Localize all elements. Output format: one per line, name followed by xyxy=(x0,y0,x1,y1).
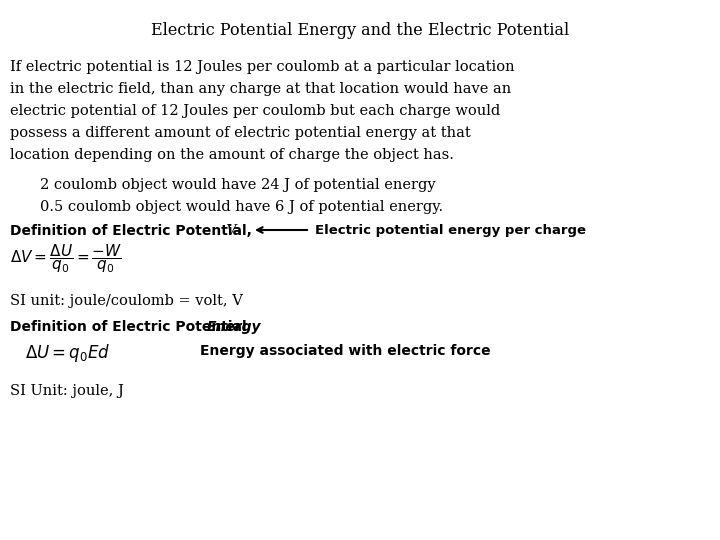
Text: Energy associated with electric force: Energy associated with electric force xyxy=(200,344,490,358)
Text: If electric potential is 12 Joules per coulomb at a particular location: If electric potential is 12 Joules per c… xyxy=(10,60,515,74)
Text: 2 coulomb object would have 24 J of potential energy: 2 coulomb object would have 24 J of pote… xyxy=(40,178,436,192)
Text: 0.5 coulomb object would have 6 J of potential energy.: 0.5 coulomb object would have 6 J of pot… xyxy=(40,200,443,214)
Text: location depending on the amount of charge the object has.: location depending on the amount of char… xyxy=(10,148,454,162)
Text: Electric potential energy per charge: Electric potential energy per charge xyxy=(315,224,586,237)
Text: $\Delta V = \dfrac{\Delta U}{q_0} = \dfrac{-W}{q_0}$: $\Delta V = \dfrac{\Delta U}{q_0} = \dfr… xyxy=(10,242,122,275)
Text: Definition of Electric Potential: Definition of Electric Potential xyxy=(10,320,247,334)
Text: Definition of Electric Potential,: Definition of Electric Potential, xyxy=(10,224,252,238)
Text: Energy: Energy xyxy=(207,320,261,334)
Text: $\Delta U = q_0 Ed$: $\Delta U = q_0 Ed$ xyxy=(25,342,111,364)
Text: SI Unit: joule, J: SI Unit: joule, J xyxy=(10,384,124,398)
Text: electric potential of 12 Joules per coulomb but each charge would: electric potential of 12 Joules per coul… xyxy=(10,104,500,118)
Text: in the electric field, than any charge at that location would have an: in the electric field, than any charge a… xyxy=(10,82,511,96)
Text: V: V xyxy=(222,224,236,238)
Text: Electric Potential Energy and the Electric Potential: Electric Potential Energy and the Electr… xyxy=(151,22,569,39)
Text: possess a different amount of electric potential energy at that: possess a different amount of electric p… xyxy=(10,126,471,140)
Text: SI unit: joule/coulomb = volt, V: SI unit: joule/coulomb = volt, V xyxy=(10,294,243,308)
